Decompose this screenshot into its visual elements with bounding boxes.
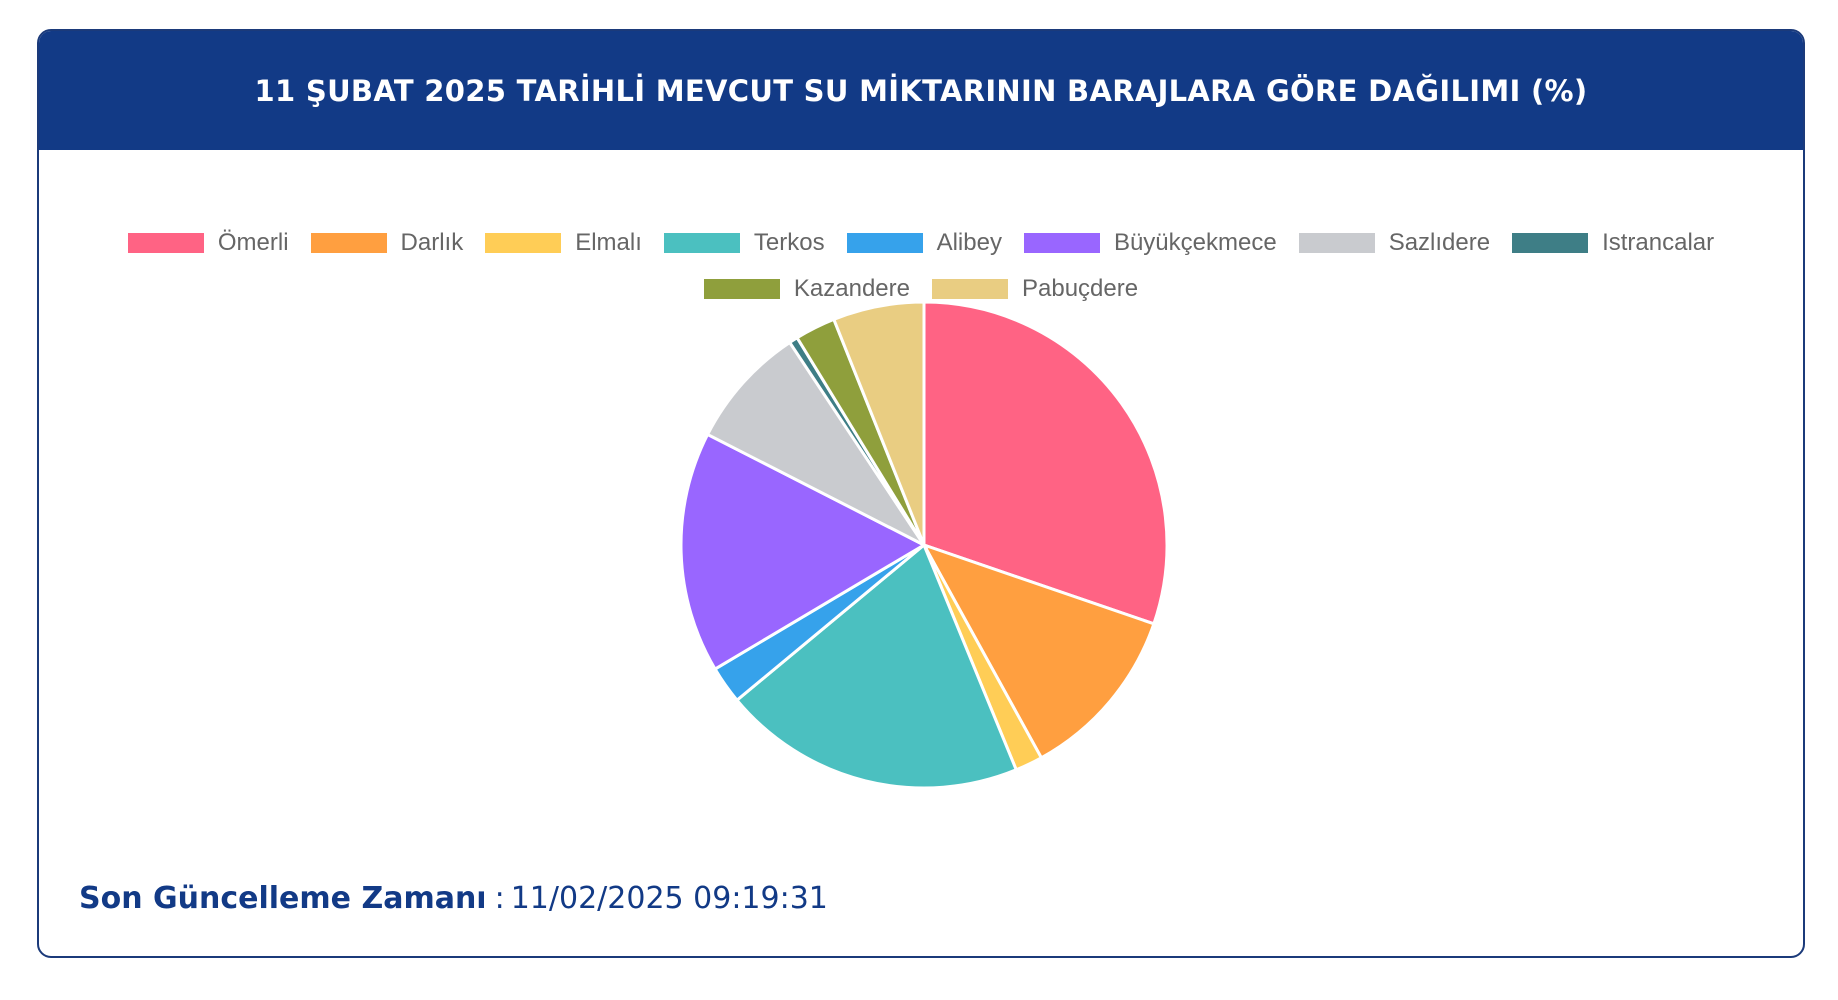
legend-row-2: Kazandere Pabuçdere <box>99 275 1743 303</box>
legend-swatch <box>846 233 923 253</box>
legend-swatch <box>127 233 204 253</box>
legend-swatch <box>932 279 1008 299</box>
pie-slice-pabuçdere[interactable] <box>831 300 926 546</box>
legend-item-alibey[interactable]: Alibey <box>846 229 1002 257</box>
legend-item-pabucdere[interactable]: Pabuçdere <box>932 275 1138 303</box>
legend-label: Ömerli <box>217 229 289 256</box>
legend-swatch <box>485 233 562 253</box>
legend-item-darlik[interactable]: Darlık <box>310 229 464 257</box>
chart-legend: Ömerli Darlık Elmalı Terkos Alibey Büyük… <box>99 229 1743 303</box>
pie-slice-sazlıdere[interactable] <box>705 340 929 549</box>
pie-chart <box>679 300 1169 790</box>
last-update-separator: : <box>494 881 505 916</box>
chart-title: 11 ŞUBAT 2025 TARİHLİ MEVCUT SU MİKTARIN… <box>254 73 1588 108</box>
legend-swatch <box>1023 233 1100 253</box>
legend-label: Kazandere <box>793 275 910 302</box>
legend-item-istrancalar[interactable]: Istrancalar <box>1512 229 1714 257</box>
legend-label: Elmalı <box>575 229 642 256</box>
pie-slice-terkos[interactable] <box>734 542 1019 790</box>
legend-label: Pabuçdere <box>1022 275 1139 302</box>
legend-label: Sazlıdere <box>1388 229 1491 256</box>
legend-label: Istrancalar <box>1602 229 1715 256</box>
legend-item-sazlidere[interactable]: Sazlıdere <box>1298 229 1491 257</box>
pie-slice-ömerli[interactable] <box>922 300 1169 626</box>
legend-swatch <box>310 233 387 253</box>
legend-item-omerli[interactable]: Ömerli <box>127 229 289 257</box>
chart-card: 11 ŞUBAT 2025 TARİHLİ MEVCUT SU MİKTARIN… <box>37 29 1805 958</box>
last-update-timestamp: 11/02/2025 09:19:31 <box>510 881 828 916</box>
legend-label: Darlık <box>400 229 464 256</box>
legend-item-buyukcekmece[interactable]: Büyükçekmece <box>1023 229 1277 257</box>
legend-label: Büyükçekmece <box>1113 229 1277 256</box>
legend-item-terkos[interactable]: Terkos <box>663 229 825 257</box>
last-update-label: Son Güncelleme Zamanı <box>79 881 487 916</box>
legend-item-kazandere[interactable]: Kazandere <box>703 275 910 303</box>
legend-swatch <box>1298 233 1375 253</box>
pie-slice-darlık[interactable] <box>920 542 1156 760</box>
last-update: Son Güncelleme Zamanı:11/02/2025 09:19:3… <box>79 881 828 916</box>
legend-swatch <box>1512 233 1589 253</box>
pie-slice-büyükçekmece[interactable] <box>679 432 928 672</box>
legend-label: Terkos <box>753 229 825 256</box>
legend-item-elmali[interactable]: Elmalı <box>485 229 642 257</box>
legend-label: Alibey <box>936 229 1002 256</box>
card-header: 11 ŞUBAT 2025 TARİHLİ MEVCUT SU MİKTARIN… <box>39 31 1803 150</box>
legend-swatch <box>663 233 740 253</box>
legend-row-1: Ömerli Darlık Elmalı Terkos Alibey Büyük… <box>99 229 1743 257</box>
legend-swatch <box>703 279 780 299</box>
